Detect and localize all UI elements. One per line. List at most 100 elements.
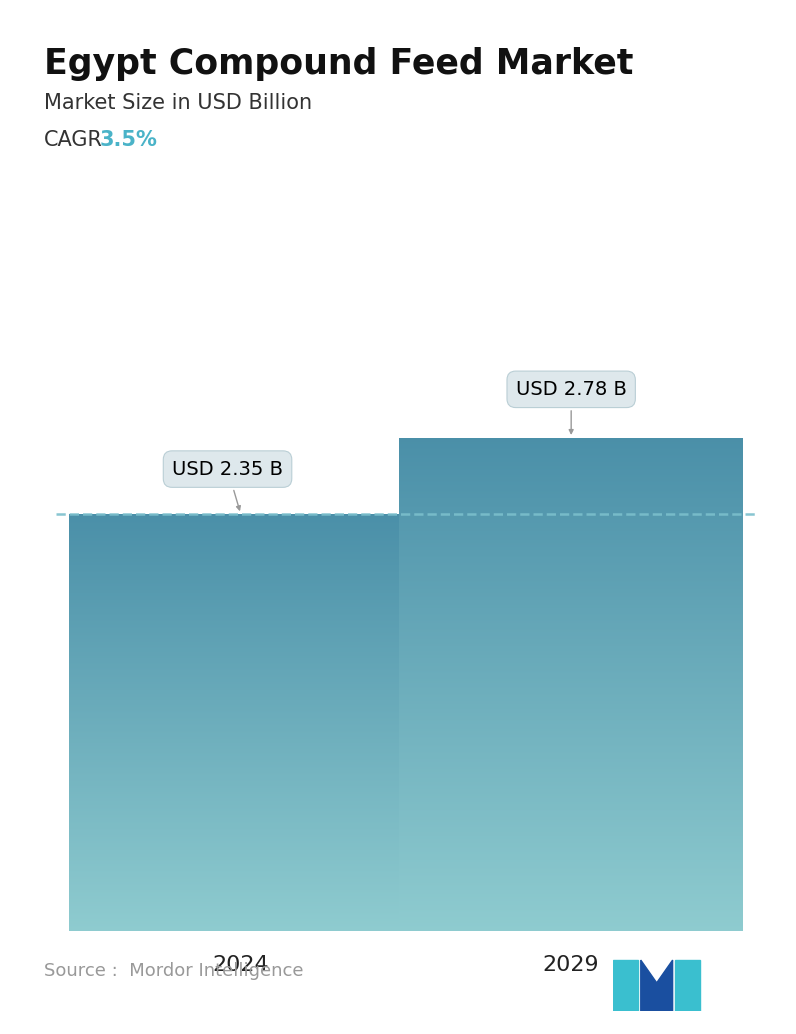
Bar [400,475,743,476]
Bar [69,525,412,526]
Bar [400,677,743,678]
Bar [69,614,412,615]
Bar [400,813,743,814]
Bar [69,594,412,595]
Bar [400,713,743,716]
Bar [400,545,743,546]
Bar [69,881,412,882]
Bar [69,600,412,601]
Bar [69,895,412,896]
Bar [69,526,412,527]
Bar [400,656,743,658]
Bar [69,815,412,816]
Bar [400,847,743,848]
Bar [69,557,412,558]
Bar [69,658,412,659]
Bar [69,862,412,863]
Bar [69,590,412,591]
Bar [400,582,743,583]
Bar [400,864,743,865]
Bar [69,588,412,589]
Bar [69,817,412,818]
Bar [69,807,412,808]
Bar [69,773,412,774]
Bar [400,801,743,802]
Bar [400,752,743,753]
Bar [69,853,412,854]
Bar [400,911,743,912]
Bar [400,624,743,626]
Bar [400,695,743,697]
Bar [69,640,412,641]
Bar [69,625,412,626]
Bar [400,706,743,707]
Bar [400,899,743,900]
Bar [400,497,743,498]
Bar [400,743,743,744]
Bar [400,666,743,667]
Bar [400,865,743,866]
Bar [69,920,412,921]
Bar [400,488,743,489]
Bar [400,651,743,652]
Bar [400,444,743,446]
Bar [69,845,412,846]
Bar [400,452,743,453]
Bar [69,678,412,679]
Bar [69,705,412,706]
Bar [400,667,743,668]
Bar [400,687,743,688]
Bar [400,781,743,782]
Bar [69,759,412,760]
Bar [69,597,412,598]
Bar [400,575,743,576]
Bar [69,708,412,709]
Bar [400,719,743,720]
Bar [400,649,743,651]
Bar [69,575,412,576]
Bar [400,796,743,797]
Bar [69,523,412,524]
Bar [400,885,743,886]
Bar [69,657,412,658]
Bar [400,777,743,778]
Bar [69,863,412,864]
Bar [400,872,743,873]
Bar [69,652,412,653]
Polygon shape [641,960,673,1011]
Bar [400,561,743,562]
Bar [400,915,743,916]
Bar [400,658,743,659]
Bar [69,849,412,850]
Bar [400,672,743,673]
Bar [69,686,412,687]
Bar [69,871,412,872]
Bar [400,655,743,656]
Bar [69,551,412,552]
Bar [69,636,412,637]
Bar [400,701,743,703]
Bar [69,670,412,671]
Bar [400,643,743,645]
Bar [400,858,743,859]
Bar [400,585,743,587]
Bar [400,673,743,674]
Bar [400,453,743,454]
Text: 2024: 2024 [213,955,269,975]
Bar [400,787,743,788]
Bar [400,883,743,884]
Bar [69,741,412,742]
Bar [69,854,412,855]
Bar [69,685,412,686]
Bar [69,660,412,661]
Bar [69,832,412,833]
Bar [400,892,743,893]
Bar [69,638,412,639]
Bar [69,683,412,685]
Bar [69,785,412,786]
Bar [400,691,743,692]
Bar [400,466,743,467]
Bar [400,810,743,811]
Bar [400,903,743,904]
Bar [400,520,743,521]
